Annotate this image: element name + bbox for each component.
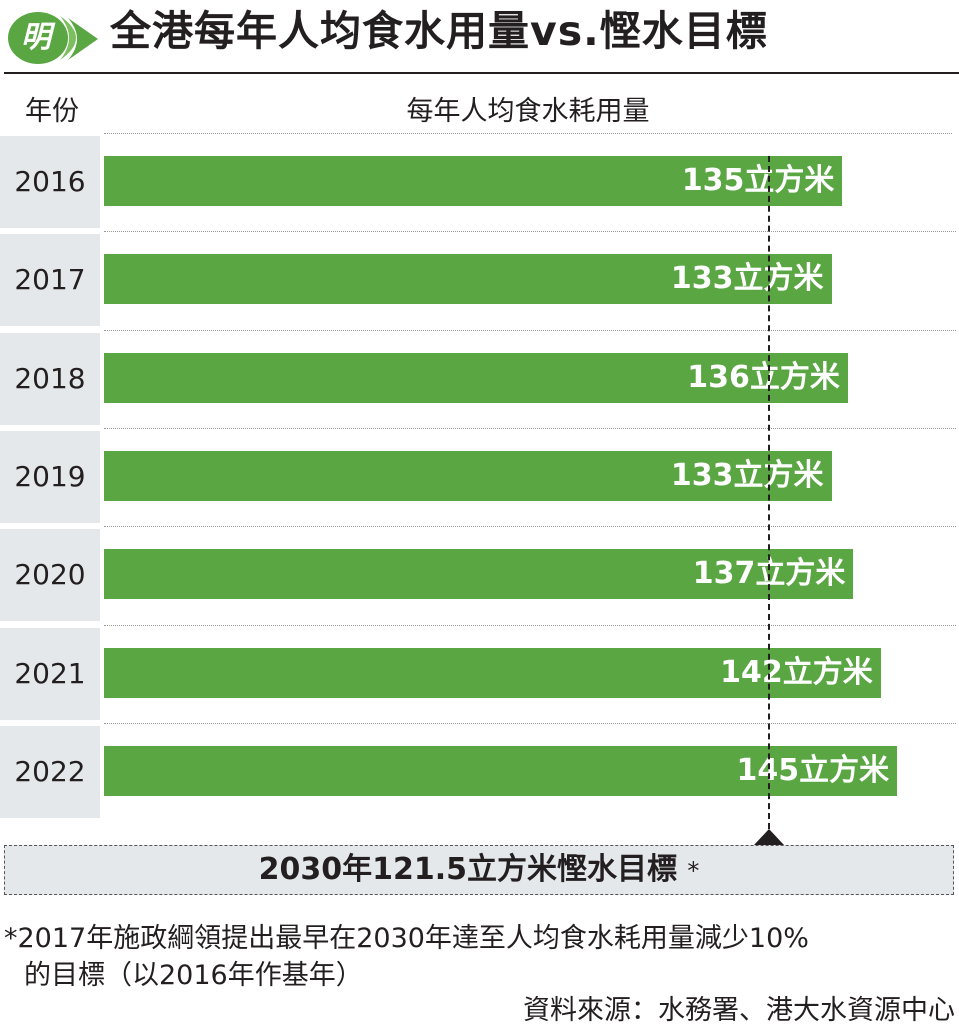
bar: 133立方米 bbox=[104, 254, 832, 305]
target-label: 2030年121.5立方米慳水目標 bbox=[258, 852, 677, 887]
year-cell: 2017 bbox=[0, 234, 100, 327]
year-label: 2021 bbox=[14, 656, 86, 690]
year-label: 2017 bbox=[14, 263, 86, 297]
logo-shape-icon bbox=[8, 10, 98, 66]
bar-value-label: 133立方米 bbox=[670, 261, 824, 297]
bar: 133立方米 bbox=[104, 450, 832, 501]
year-label: 2016 bbox=[14, 165, 86, 198]
bar-value-label: 136立方米 bbox=[687, 359, 840, 395]
target-marker-icon bbox=[753, 829, 784, 845]
bar: 145立方米 bbox=[104, 745, 898, 796]
year-cell: 2018 bbox=[0, 332, 100, 425]
title-rule bbox=[4, 72, 959, 74]
bar: 137立方米 bbox=[104, 549, 854, 600]
bar-value-label: 133立方米 bbox=[670, 457, 824, 493]
chart-title: 全港每年人均食水用量vs.慳水目標 bbox=[110, 7, 768, 55]
bar-value-label: 142立方米 bbox=[720, 654, 873, 690]
year-label: 2018 bbox=[14, 361, 86, 395]
header-divider bbox=[104, 133, 952, 134]
logo-text: 明 bbox=[21, 20, 51, 55]
year-cell: 2021 bbox=[0, 627, 100, 720]
row-divider bbox=[104, 624, 956, 626]
row-divider bbox=[104, 526, 956, 528]
row-divider bbox=[104, 722, 956, 724]
year-label: 2022 bbox=[14, 754, 86, 788]
bar: 136立方米 bbox=[104, 352, 848, 403]
footnote-line-1: *2017年施政綱領提出最早在2030年達至人均食水耗用量減少10% bbox=[4, 923, 809, 954]
bar: 142立方米 bbox=[104, 647, 881, 698]
target-footnote-marker: * bbox=[687, 857, 700, 885]
value-column-header: 每年人均食水耗用量 bbox=[406, 96, 650, 127]
footnote-line-2: 的目標（以2016年作基年） bbox=[24, 960, 363, 991]
bar-value-label: 145立方米 bbox=[736, 752, 890, 788]
year-label: 2020 bbox=[14, 558, 86, 592]
year-cell: 2020 bbox=[0, 529, 100, 622]
year-label: 2019 bbox=[14, 459, 86, 493]
row-divider bbox=[104, 231, 956, 233]
target-box: 2030年121.5立方米慳水目標 * bbox=[4, 845, 954, 895]
bar: 135立方米 bbox=[104, 156, 843, 206]
year-cell: 2019 bbox=[0, 430, 100, 523]
footnote: *2017年施政綱領提出最早在2030年達至人均食水耗用量減少10% 的目標（以… bbox=[4, 920, 954, 994]
target-reference-line bbox=[767, 156, 770, 829]
row-divider bbox=[104, 329, 956, 331]
year-cell: 2022 bbox=[0, 725, 100, 818]
bar-value-label: 135立方米 bbox=[681, 163, 835, 198]
source-note: 資料來源：水務署、港大水資源中心 bbox=[523, 995, 955, 1026]
year-cell: 2016 bbox=[0, 136, 100, 228]
year-column-header: 年份 bbox=[25, 96, 79, 127]
newspaper-logo: 明 bbox=[4, 8, 100, 68]
row-divider bbox=[104, 427, 956, 429]
